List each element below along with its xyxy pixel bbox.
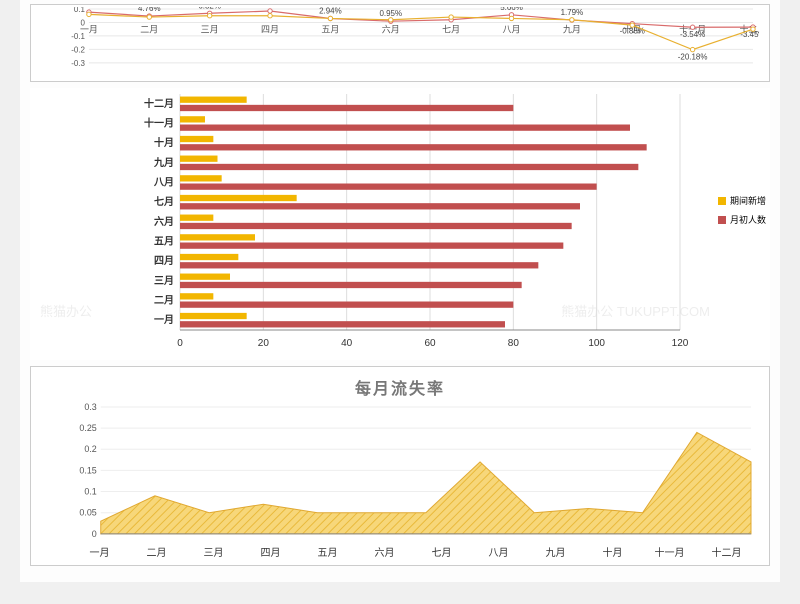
svg-text:一月: 一月 <box>80 24 98 34</box>
chart3-x-label: 四月 <box>242 544 299 559</box>
svg-text:三月: 三月 <box>201 24 219 34</box>
svg-text:十一月: 十一月 <box>144 117 174 130</box>
chart2-legend: 期间新增 月初人数 <box>718 188 766 232</box>
chart3-y-axis: 0 0.05 0.1 0.15 0.2 0.25 0.3 <box>79 403 96 538</box>
svg-text:8.51%: 8.51% <box>259 7 282 8</box>
svg-text:四月: 四月 <box>154 255 174 267</box>
line-chart-svg: 0.10-0.1-0.2-0.3 一月二月三月四月五月六月七月八月九月十月十一月… <box>61 7 759 77</box>
svg-text:五月: 五月 <box>154 236 174 248</box>
svg-text:80: 80 <box>508 338 520 349</box>
svg-text:-0.88%: -0.88% <box>620 27 645 36</box>
chart3-x-label: 三月 <box>185 544 242 559</box>
svg-text:五月: 五月 <box>321 24 339 34</box>
svg-text:-20.18%: -20.18% <box>678 53 708 62</box>
chart3-x-label: 十一月 <box>641 544 698 559</box>
legend-swatch-new <box>718 197 726 205</box>
chart3-x-label: 一月 <box>71 544 128 559</box>
chart2-plot: 0 20 40 60 80 100 120 一月 二月 三月 四月 五月 六月 七月 八月 九月 十月 十一月 十二… <box>144 94 689 349</box>
worksheet: 0.10-0.1-0.2-0.3 一月二月三月四月五月六月七月八月九月十月十一月… <box>20 0 780 582</box>
chart3-x-label: 二月 <box>128 544 185 559</box>
legend-label-init: 月初人数 <box>730 213 766 226</box>
svg-text:-0.2: -0.2 <box>71 45 85 54</box>
chart1-y-axis: 0.10-0.1-0.2-0.3 <box>71 7 85 68</box>
chart3-series <box>101 432 751 534</box>
legend-label-new: 期间新增 <box>730 194 766 207</box>
svg-text:十二月: 十二月 <box>144 97 174 110</box>
svg-text:十月: 十月 <box>154 136 174 149</box>
svg-text:九月: 九月 <box>563 24 581 34</box>
svg-text:0.3: 0.3 <box>84 403 96 412</box>
chart3-title: 每月流失率 <box>31 367 769 399</box>
svg-text:0.25: 0.25 <box>79 423 96 433</box>
svg-text:七月: 七月 <box>442 24 460 34</box>
svg-text:0: 0 <box>177 338 183 349</box>
svg-text:0.95%: 0.95% <box>379 9 402 18</box>
svg-text:0.15: 0.15 <box>79 465 96 475</box>
svg-text:7.69%: 7.69% <box>78 7 101 9</box>
svg-text:0.05: 0.05 <box>79 508 96 518</box>
svg-text:4.76%: 4.76% <box>138 7 161 13</box>
chart1-grid <box>89 9 753 63</box>
svg-text:三月: 三月 <box>154 275 174 287</box>
headcount-bar-chart: 0 20 40 60 80 100 120 一月 二月 三月 四月 五月 六月 七月 八月 九月 十月 十一月 十二… <box>30 88 770 360</box>
chart3-x-label: 十月 <box>584 544 641 559</box>
svg-text:八月: 八月 <box>503 24 521 34</box>
chart3-x-label: 九月 <box>527 544 584 559</box>
growth-rate-line-chart: 0.10-0.1-0.2-0.3 一月二月三月四月五月六月七月八月九月十月十一月… <box>30 4 770 82</box>
svg-text:5.66%: 5.66% <box>500 7 523 12</box>
attrition-area-chart: 每月流失率 0 0.05 0.1 0.15 0.2 0.25 0.3 一月二月三月四月五月六… <box>30 366 770 566</box>
legend-item-init: 月初人数 <box>718 213 766 226</box>
svg-text:0: 0 <box>92 529 97 538</box>
area-chart-svg: 0 0.05 0.1 0.15 0.2 0.25 0.3 <box>71 403 755 538</box>
svg-text:七月: 七月 <box>154 195 174 208</box>
svg-text:六月: 六月 <box>154 215 174 228</box>
svg-text:120: 120 <box>672 338 689 349</box>
chart3-x-label: 五月 <box>299 544 356 559</box>
svg-text:四月: 四月 <box>261 24 279 34</box>
svg-text:60: 60 <box>424 338 436 349</box>
svg-text:2.94%: 2.94% <box>319 7 342 16</box>
svg-text:0.2: 0.2 <box>84 444 96 454</box>
legend-item-new: 期间新增 <box>718 194 766 207</box>
chart1-series: 7.69% 4.76% 6.82% 8.51% 2.94% 0.95% 5.66% 1.79%… <box>78 7 759 62</box>
bar-chart-svg: 0 20 40 60 80 100 120 一月 二月 三月 四月 五月 六月 七月 八月 九月 十月 十一月 十二… <box>30 88 770 360</box>
chart3-x-label: 八月 <box>470 544 527 559</box>
svg-text:六月: 六月 <box>382 23 400 34</box>
svg-text:一月: 一月 <box>154 314 174 326</box>
svg-text:100: 100 <box>588 338 605 349</box>
svg-text:0.1: 0.1 <box>84 487 96 497</box>
svg-text:6.82%: 6.82% <box>198 7 221 10</box>
svg-text:-0.3: -0.3 <box>71 59 85 68</box>
chart3-x-label: 十二月 <box>698 544 755 559</box>
svg-text:40: 40 <box>341 338 353 349</box>
chart3-x-label: 七月 <box>413 544 470 559</box>
legend-swatch-init <box>718 216 726 224</box>
svg-text:-3.54%: -3.54% <box>680 30 705 39</box>
svg-text:八月: 八月 <box>153 177 174 189</box>
svg-text:二月: 二月 <box>154 295 174 307</box>
svg-text:1.79%: 1.79% <box>561 8 584 17</box>
svg-text:-3.45%: -3.45% <box>740 30 759 39</box>
chart3-x-label: 六月 <box>356 544 413 559</box>
svg-text:九月: 九月 <box>153 156 174 169</box>
svg-text:二月: 二月 <box>140 24 158 34</box>
svg-text:20: 20 <box>258 338 270 349</box>
